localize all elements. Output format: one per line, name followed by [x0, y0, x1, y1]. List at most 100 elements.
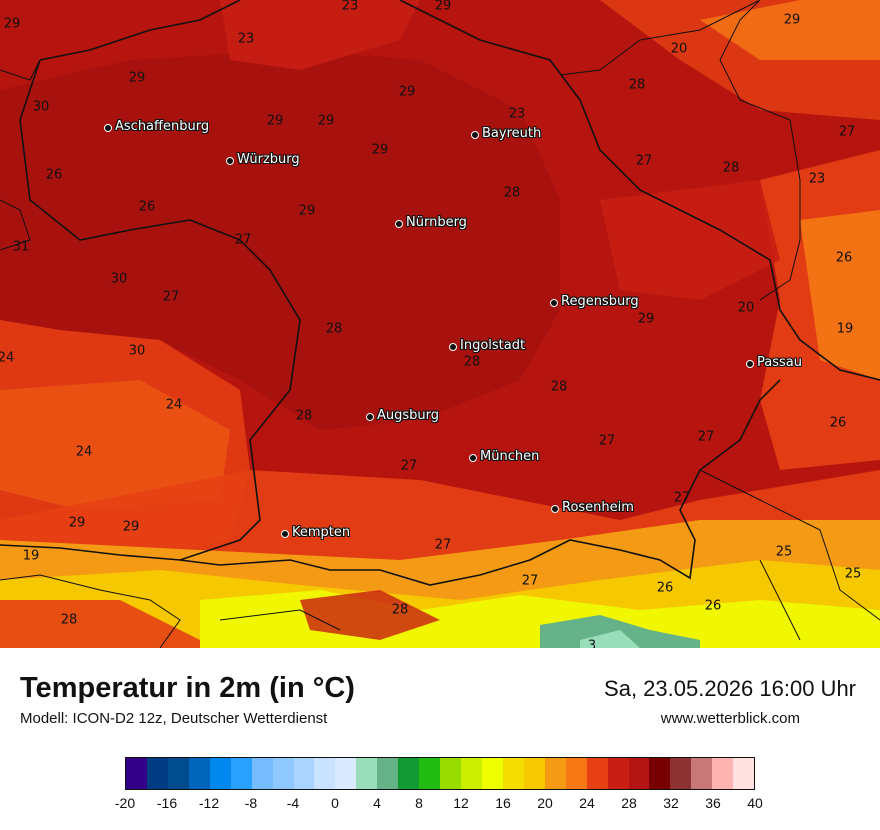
legend-swatch [565, 758, 587, 789]
temperature-value: 23 [341, 0, 359, 14]
city-name: Ingolstadt [460, 338, 526, 353]
temperature-value: 28 [295, 408, 313, 424]
legend-swatch [691, 758, 713, 789]
legend-tick-label: -4 [286, 795, 300, 811]
legend-swatch [419, 758, 441, 789]
legend-swatch [146, 758, 168, 789]
temperature-value: 28 [550, 379, 568, 395]
legend-tick-label: -12 [198, 795, 220, 811]
color-legend [125, 757, 755, 790]
temperature-value: 26 [835, 250, 853, 266]
temperature-value: 29 [398, 84, 416, 100]
legend-tick-label: 28 [621, 795, 637, 811]
temperature-value: 29 [3, 16, 21, 32]
city-dot-icon [395, 220, 403, 228]
legend-swatch [230, 758, 252, 789]
legend-tick-label: 8 [415, 795, 423, 811]
legend-swatch [209, 758, 231, 789]
legend-swatch [272, 758, 294, 789]
legend-swatch [733, 758, 755, 789]
city-name: Aschaffenburg [115, 119, 210, 134]
temperature-value: 26 [829, 415, 847, 431]
city-dot-icon [746, 360, 754, 368]
temperature-value: 29 [266, 113, 284, 129]
temperature-value: 28 [722, 160, 740, 176]
temperature-value: 26 [704, 598, 722, 614]
map-title: Temperatur in 2m (in °C) [20, 672, 355, 704]
city-dot-icon [226, 157, 234, 165]
temperature-value: 27 [521, 573, 539, 589]
legend-swatch [251, 758, 273, 789]
website-link[interactable]: www.wetterblick.com [660, 710, 800, 727]
temperature-value: 25 [775, 544, 793, 560]
legend-tick-label: 40 [747, 795, 763, 811]
temperature-value: 23 [808, 171, 826, 187]
city-dot-icon [449, 343, 457, 351]
legend-tick-label: 16 [495, 795, 511, 811]
temperature-value: 29 [128, 70, 146, 86]
legend-swatch [126, 758, 147, 789]
legend-tick-label: 0 [331, 795, 339, 811]
city-name: München [480, 449, 540, 464]
legend-tick-label: -20 [114, 795, 136, 811]
map-field [0, 0, 880, 648]
legend-tick-label: 12 [453, 795, 469, 811]
temperature-value: 29 [637, 311, 655, 327]
legend-tick-label: -8 [244, 795, 258, 811]
temperature-value: 28 [628, 77, 646, 93]
city-name: Würzburg [237, 152, 300, 167]
legend-tick-label: -16 [156, 795, 178, 811]
legend-swatch [544, 758, 566, 789]
legend-swatch [461, 758, 482, 789]
legend-swatch [293, 758, 315, 789]
legend-swatch [167, 758, 189, 789]
temperature-value: 24 [0, 350, 15, 366]
legend-swatch [670, 758, 692, 789]
city-name: Rosenheim [562, 500, 634, 515]
temperature-value: 29 [783, 12, 801, 28]
legend-swatch [481, 758, 503, 789]
temperature-value: 31 [12, 239, 30, 255]
temperature-value: 26 [656, 580, 674, 596]
temperature-value: 26 [138, 199, 156, 215]
legend-swatch [649, 758, 671, 789]
legend-swatch [607, 758, 629, 789]
temperature-value: 3 [587, 638, 597, 649]
legend-tick-label: 36 [705, 795, 721, 811]
temperature-value: 28 [503, 185, 521, 201]
temperature-value: 27 [838, 124, 856, 140]
legend-swatch [377, 758, 399, 789]
city-dot-icon [104, 124, 112, 132]
temperature-value: 26 [45, 167, 63, 183]
city-name: Kempten [292, 525, 351, 540]
city-dot-icon [469, 454, 477, 462]
temperature-value: 29 [371, 142, 389, 158]
temperature-value: 19 [836, 321, 854, 337]
temperature-value: 30 [32, 99, 50, 115]
temperature-value: 27 [434, 537, 452, 553]
temperature-value: 30 [128, 343, 146, 359]
legend-tick-label: 4 [373, 795, 381, 811]
legend-swatch [628, 758, 650, 789]
legend-swatch [314, 758, 336, 789]
temperature-value: 27 [598, 433, 616, 449]
temperature-value: 27 [635, 153, 653, 169]
legend-swatch [356, 758, 378, 789]
temperature-value: 28 [325, 321, 343, 337]
temperature-value: 27 [234, 232, 252, 248]
city-name: Augsburg [377, 408, 440, 423]
legend-swatch [502, 758, 524, 789]
temperature-value: 23 [237, 31, 255, 47]
city-dot-icon [550, 299, 558, 307]
city-dot-icon [281, 530, 289, 538]
legend-swatch [523, 758, 545, 789]
temperature-value: 29 [317, 113, 335, 129]
temperature-value: 25 [844, 566, 862, 582]
legend-ticks: -20 -16 -12 -8 -4 0 4 8 12 16 20 24 28 32 36 40 [115, 795, 763, 815]
temperature-value: 27 [673, 490, 691, 506]
legend-tick-label: 24 [579, 795, 595, 811]
city-name: Regensburg [561, 294, 639, 309]
legend-swatch [712, 758, 734, 789]
forecast-datetime: Sa, 23.05.2026 16:00 Uhr [604, 676, 856, 701]
temperature-value: 27 [400, 458, 418, 474]
